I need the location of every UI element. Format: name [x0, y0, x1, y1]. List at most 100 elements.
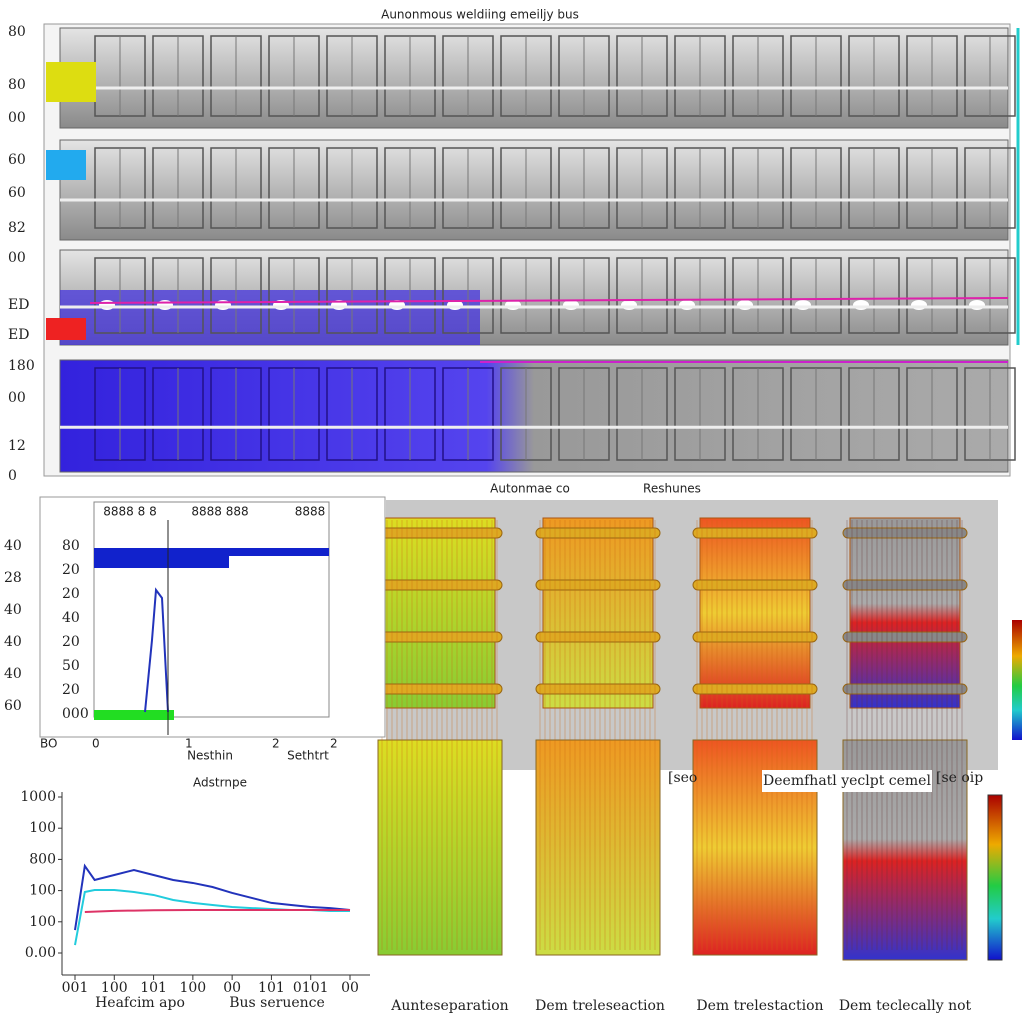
row-label: ED: [8, 297, 29, 313]
small-plot: [93, 501, 330, 718]
small-chart: 8888 8 8 8888 888 888880202040205020000402…: [4, 496, 386, 763]
x-title: Nesthin: [187, 749, 233, 763]
structure-band: [59, 359, 1009, 473]
row-label: 180: [8, 358, 35, 374]
row-label: 00: [8, 110, 26, 126]
y-label: 20: [62, 562, 80, 578]
x-label: 2: [272, 737, 280, 751]
tower-ring: [842, 579, 968, 591]
series-line: [74, 863, 351, 931]
accent-line: [89, 297, 1009, 304]
side-label: 40: [4, 634, 22, 650]
y-tick-label: 800: [29, 851, 56, 867]
y-label: 40: [62, 610, 80, 626]
x-label: 1: [185, 737, 193, 751]
row-label: 00: [8, 250, 26, 266]
caption: Dem treleseaction: [535, 998, 665, 1014]
side-label: 28: [4, 570, 22, 586]
row-label: 12: [8, 438, 26, 454]
x-tick-label: 101: [140, 980, 167, 996]
tower-ring: [535, 631, 661, 643]
color-scale: [1012, 620, 1022, 740]
tower-ring: [377, 579, 503, 591]
y-tick-label: 1000: [20, 789, 56, 805]
tower-base: [377, 739, 503, 956]
render-title: Autonmae co: [490, 482, 570, 496]
title: Aunonmous weldiing emeiljy bus: [381, 8, 579, 22]
tower-ring: [692, 631, 818, 643]
x-tick-label: 0101: [293, 980, 329, 996]
row-label: 82: [8, 220, 26, 236]
y-tick-label: 100: [29, 820, 56, 836]
x-label: 2: [330, 737, 338, 751]
series-line: [84, 908, 350, 913]
render-panel: Autonmae co Reshunes Deemfhatl yeclpt ce…: [377, 482, 1022, 1014]
tower-ring: [842, 683, 968, 695]
x-tick-label: 00: [341, 980, 359, 996]
small-curve: [144, 587, 169, 713]
row-label: 60: [8, 185, 26, 201]
tower-top: [699, 517, 811, 709]
x-tick-label: 001: [62, 980, 89, 996]
y-label: 80: [62, 538, 80, 554]
tower-ring: [842, 631, 968, 643]
tower-ring: [692, 683, 818, 695]
row-label: 0: [8, 468, 17, 484]
caption: Dem trelestaction: [696, 998, 823, 1014]
x-label: 0: [92, 737, 100, 751]
x-axis-label: Heafcim apo: [95, 995, 185, 1011]
header-label: 8888: [295, 505, 326, 519]
row-label: 80: [8, 24, 26, 40]
x-label: BO: [40, 737, 57, 751]
structure-tint: [60, 290, 480, 345]
small-bar: [94, 710, 174, 720]
caption: Aunteseparation: [390, 998, 508, 1014]
x-title: Sethtrt: [287, 749, 329, 763]
x-tick-label: 100: [179, 980, 206, 996]
accent: [46, 62, 96, 102]
tower-ring: [535, 527, 661, 539]
tower-ring: [692, 579, 818, 591]
tower-top: [384, 517, 496, 709]
overlay-tag: [se oip: [936, 770, 983, 786]
tower-ring: [535, 683, 661, 695]
structure-band: [59, 139, 1009, 241]
accent: [46, 150, 86, 180]
tower-top: [849, 517, 961, 709]
tower-ring: [535, 579, 661, 591]
tag: [seo: [668, 770, 697, 786]
y-label: 000: [62, 706, 89, 722]
caption: Dem teclecally not: [839, 998, 972, 1014]
x-tick-label: 00: [223, 980, 241, 996]
tower-ring: [377, 527, 503, 539]
row-label: ED: [8, 327, 29, 343]
top-panel: Aunonmous weldiing emeiljy bus 80 80 00 60 6…: [8, 8, 1020, 484]
accent: [46, 318, 86, 340]
tower-ring: [377, 683, 503, 695]
y-label: 50: [62, 658, 80, 674]
tower-top: [542, 517, 654, 709]
row-label: 00: [8, 390, 26, 406]
overlay-label: Deemfhatl yeclpt cemel: [763, 773, 931, 789]
side-label: 40: [4, 602, 22, 618]
chart-title: Adstrnpe: [193, 776, 247, 790]
y-tick-label: 100: [29, 914, 56, 930]
y-tick-label: 100: [29, 883, 56, 899]
tower-ring: [842, 527, 968, 539]
y-tick-label: 0.00: [25, 945, 56, 961]
line-chart: Adstrnpe Heafcim apo Bus seruence 001 100…: [20, 776, 370, 1011]
series-line: [74, 888, 350, 946]
small-bar: [94, 548, 329, 556]
small-bar: [94, 556, 229, 568]
tower-ring: [692, 527, 818, 539]
overlay-box: [762, 770, 932, 792]
row-label: 80: [8, 77, 26, 93]
y-label: 20: [62, 634, 80, 650]
header-label: 8888 8 8: [103, 505, 156, 519]
header-label: 8888 888: [191, 505, 248, 519]
x-tick-label: 100: [101, 980, 128, 996]
render-title: Reshunes: [643, 482, 701, 496]
side-label: 40: [4, 538, 22, 554]
